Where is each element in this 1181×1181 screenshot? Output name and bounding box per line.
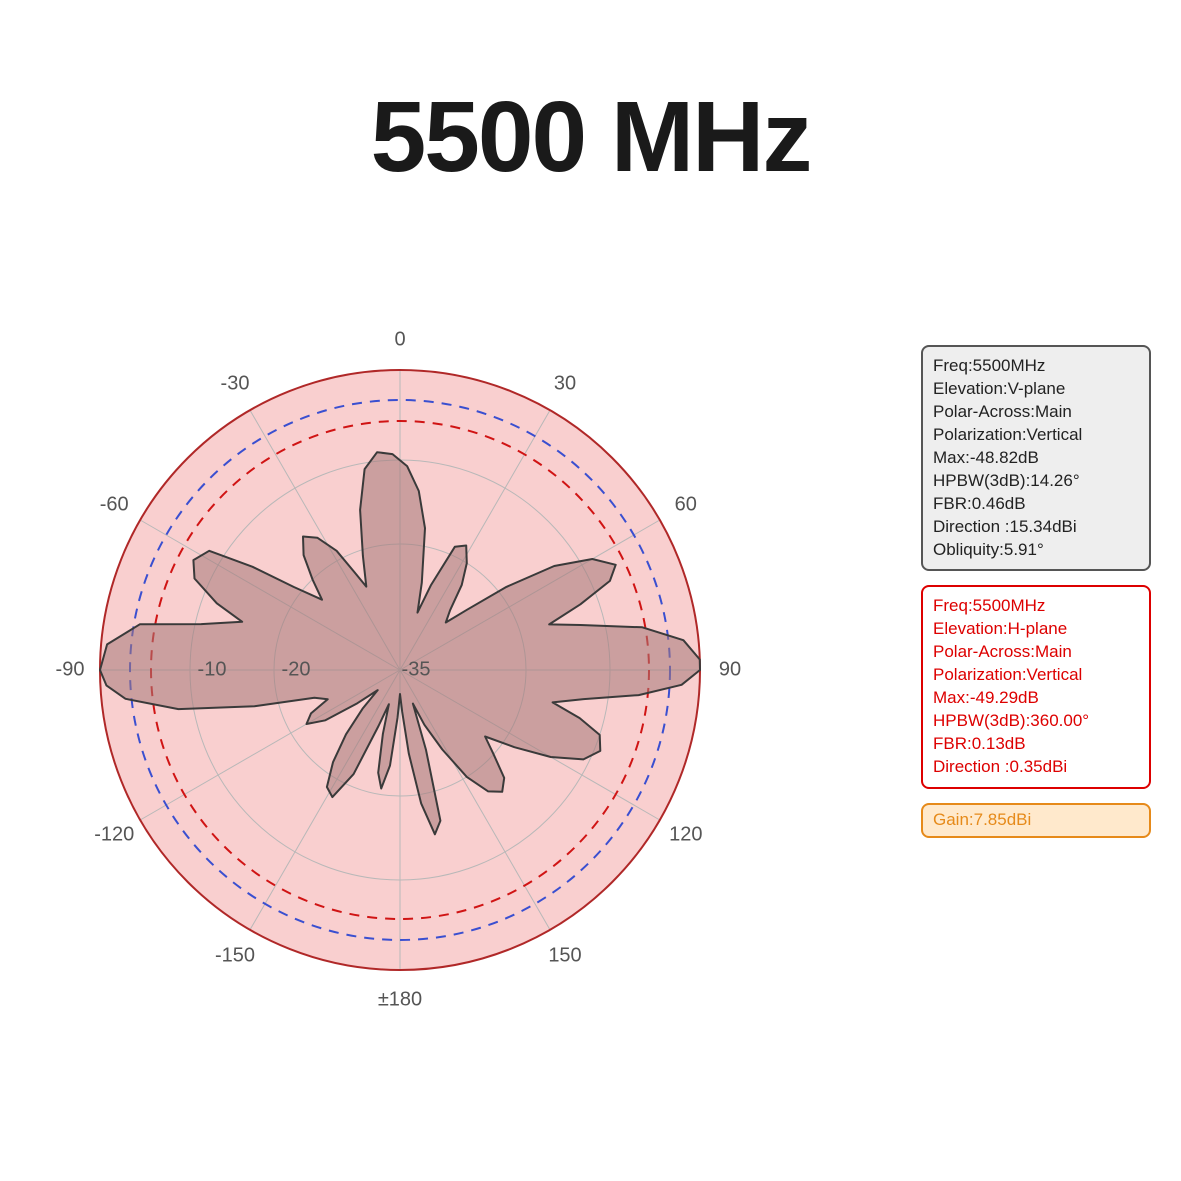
legend-box-1: Freq:5500MHzElevation:H-planePolar-Acros…: [921, 585, 1151, 789]
polar-chart: ±180 -150 -120 -90 -60 -30 0 30 60 90 120 150 -10 -2…: [40, 310, 760, 1030]
legend-line: Polar-Across:Main: [933, 641, 1139, 664]
angle-tick-label: 90: [719, 659, 741, 682]
legend-line: Elevation:H-plane: [933, 618, 1139, 641]
legend-line: Direction :15.34dBi: [933, 516, 1139, 539]
legend-line: Elevation:V-plane: [933, 378, 1139, 401]
angle-tick-label: 150: [548, 944, 581, 967]
legend-line: Polar-Across:Main: [933, 401, 1139, 424]
legend-line: Freq:5500MHz: [933, 595, 1139, 618]
angle-tick-label: 0: [394, 329, 405, 352]
legend-line: Obliquity:5.91°: [933, 539, 1139, 562]
legend-line: Polarization:Vertical: [933, 664, 1139, 687]
angle-tick-label: -30: [221, 373, 250, 396]
legend-line: Max:-49.29dB: [933, 687, 1139, 710]
legend-box-0: Freq:5500MHzElevation:V-planePolar-Acros…: [921, 345, 1151, 571]
angle-tick-label: -90: [56, 659, 85, 682]
legend-line: Max:-48.82dB: [933, 447, 1139, 470]
angle-tick-label: 120: [669, 824, 702, 847]
angle-tick-label: 30: [554, 373, 576, 396]
legend-panel: Freq:5500MHzElevation:V-planePolar-Acros…: [921, 345, 1151, 852]
legend-line: FBR:0.13dB: [933, 733, 1139, 756]
legend-box-2: Gain:7.85dBi: [921, 803, 1151, 838]
angle-tick-label: ±180: [378, 989, 422, 1012]
legend-line: Freq:5500MHz: [933, 355, 1139, 378]
radial-tick-label: -10: [198, 659, 227, 682]
legend-line: FBR:0.46dB: [933, 493, 1139, 516]
legend-line: HPBW(3dB):14.26°: [933, 470, 1139, 493]
legend-line: Direction :0.35dBi: [933, 756, 1139, 779]
legend-line: Polarization:Vertical: [933, 424, 1139, 447]
angle-tick-label: -150: [215, 944, 255, 967]
radial-tick-label: -35: [402, 659, 431, 682]
angle-tick-label: 60: [675, 494, 697, 517]
legend-line: Gain:7.85dBi: [933, 809, 1139, 832]
angle-tick-label: -60: [100, 494, 129, 517]
legend-line: HPBW(3dB):360.00°: [933, 710, 1139, 733]
polar-svg: [40, 310, 760, 1030]
angle-tick-label: -120: [94, 824, 134, 847]
page-title: 5500 MHz: [0, 0, 1181, 195]
radial-tick-label: -20: [282, 659, 311, 682]
